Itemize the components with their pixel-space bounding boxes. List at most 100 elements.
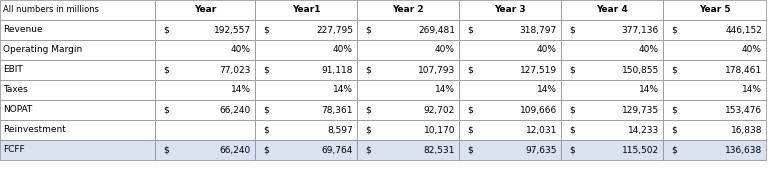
- Bar: [663, 140, 766, 160]
- Text: 129,735: 129,735: [622, 105, 659, 115]
- Text: 115,502: 115,502: [622, 146, 659, 155]
- Bar: [255, 40, 357, 60]
- Text: $: $: [569, 26, 574, 34]
- Text: Year 3: Year 3: [494, 5, 526, 14]
- Text: 136,638: 136,638: [725, 146, 762, 155]
- Text: 82,531: 82,531: [424, 146, 455, 155]
- Text: $: $: [263, 105, 269, 115]
- Text: 12,031: 12,031: [525, 125, 557, 134]
- Text: 227,795: 227,795: [316, 26, 353, 34]
- Text: 40%: 40%: [333, 46, 353, 55]
- Bar: [155, 80, 255, 100]
- Bar: [155, 140, 255, 160]
- Text: $: $: [365, 125, 371, 134]
- Text: $: $: [163, 105, 169, 115]
- Text: 8,597: 8,597: [327, 125, 353, 134]
- Bar: [0, 120, 155, 140]
- Bar: [357, 0, 459, 20]
- Bar: [0, 0, 155, 20]
- Bar: [561, 60, 663, 80]
- Bar: [255, 80, 357, 100]
- Bar: [0, 80, 155, 100]
- Bar: [255, 20, 357, 40]
- Bar: [357, 60, 459, 80]
- Text: $: $: [467, 65, 473, 74]
- Text: 78,361: 78,361: [322, 105, 353, 115]
- Text: 153,476: 153,476: [725, 105, 762, 115]
- Text: 66,240: 66,240: [220, 146, 251, 155]
- Text: Taxes: Taxes: [3, 86, 28, 95]
- Text: 69,764: 69,764: [322, 146, 353, 155]
- Text: 107,793: 107,793: [418, 65, 455, 74]
- Bar: [357, 120, 459, 140]
- Text: 40%: 40%: [537, 46, 557, 55]
- Bar: [155, 0, 255, 20]
- Bar: [663, 80, 766, 100]
- Text: $: $: [163, 26, 169, 34]
- Text: Year 2: Year 2: [392, 5, 424, 14]
- Bar: [357, 40, 459, 60]
- Bar: [0, 20, 155, 40]
- Text: 192,557: 192,557: [214, 26, 251, 34]
- Text: 14%: 14%: [742, 86, 762, 95]
- Bar: [255, 0, 357, 20]
- Text: $: $: [365, 65, 371, 74]
- Text: 77,023: 77,023: [220, 65, 251, 74]
- Bar: [155, 20, 255, 40]
- Bar: [663, 120, 766, 140]
- Text: $: $: [163, 65, 169, 74]
- Bar: [459, 80, 561, 100]
- Bar: [0, 100, 155, 120]
- Text: EBIT: EBIT: [3, 65, 23, 74]
- Text: 377,136: 377,136: [622, 26, 659, 34]
- Text: $: $: [671, 146, 677, 155]
- Text: 92,702: 92,702: [424, 105, 455, 115]
- Bar: [561, 120, 663, 140]
- Text: $: $: [671, 105, 677, 115]
- Bar: [357, 140, 459, 160]
- Text: 14%: 14%: [537, 86, 557, 95]
- Text: All numbers in millions: All numbers in millions: [3, 5, 99, 14]
- Bar: [561, 0, 663, 20]
- Bar: [0, 140, 155, 160]
- Text: NOPAT: NOPAT: [3, 105, 32, 115]
- Text: Operating Margin: Operating Margin: [3, 46, 82, 55]
- Bar: [255, 60, 357, 80]
- Bar: [357, 80, 459, 100]
- Bar: [459, 140, 561, 160]
- Text: $: $: [569, 105, 574, 115]
- Bar: [357, 100, 459, 120]
- Text: $: $: [263, 65, 269, 74]
- Text: 66,240: 66,240: [220, 105, 251, 115]
- Bar: [561, 20, 663, 40]
- Bar: [561, 100, 663, 120]
- Bar: [459, 40, 561, 60]
- Text: 40%: 40%: [435, 46, 455, 55]
- Text: 150,855: 150,855: [622, 65, 659, 74]
- Text: 40%: 40%: [639, 46, 659, 55]
- Text: Year 5: Year 5: [699, 5, 730, 14]
- Bar: [155, 40, 255, 60]
- Text: $: $: [569, 65, 574, 74]
- Text: 14,233: 14,233: [627, 125, 659, 134]
- Bar: [155, 60, 255, 80]
- Bar: [459, 0, 561, 20]
- Text: Year1: Year1: [292, 5, 320, 14]
- Bar: [459, 100, 561, 120]
- Text: $: $: [263, 26, 269, 34]
- Text: 109,666: 109,666: [520, 105, 557, 115]
- Text: 14%: 14%: [231, 86, 251, 95]
- Text: $: $: [365, 26, 371, 34]
- Text: $: $: [671, 26, 677, 34]
- Bar: [0, 40, 155, 60]
- Bar: [357, 20, 459, 40]
- Text: Year: Year: [194, 5, 216, 14]
- Text: $: $: [671, 125, 677, 134]
- Bar: [561, 80, 663, 100]
- Text: FCFF: FCFF: [3, 146, 25, 155]
- Bar: [459, 20, 561, 40]
- Text: $: $: [365, 105, 371, 115]
- Bar: [155, 100, 255, 120]
- Text: $: $: [163, 146, 169, 155]
- Bar: [255, 100, 357, 120]
